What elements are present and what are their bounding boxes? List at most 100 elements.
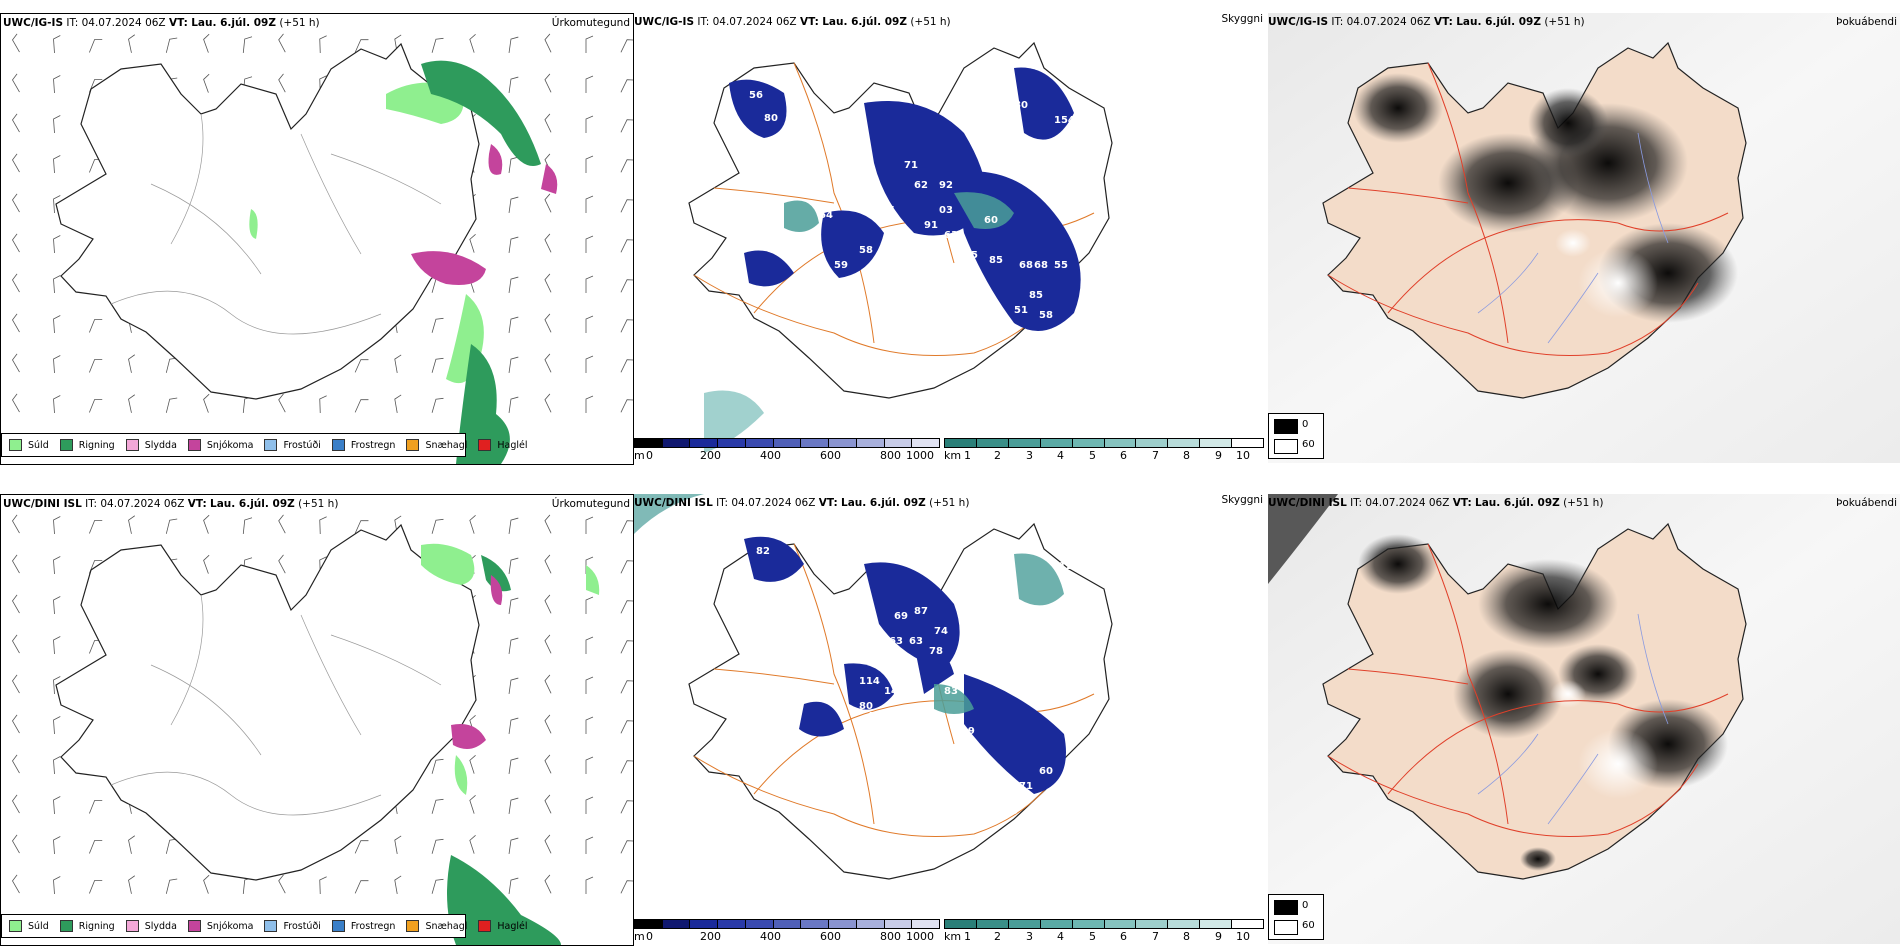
tick: 10 — [1236, 930, 1250, 943]
roads — [1327, 62, 1729, 356]
wind-barb — [53, 155, 61, 174]
fog-key-0: 0 — [1302, 900, 1309, 911]
legend-label: Frostregn — [350, 920, 396, 932]
wind-barb — [508, 196, 519, 213]
wind-barb — [585, 676, 594, 694]
cloud-base-label: 58 — [1039, 310, 1053, 321]
tick: 200 — [700, 449, 721, 462]
cloud-base-label: 91 — [924, 220, 938, 231]
legend-item-frostudi: Frostúði — [264, 920, 321, 932]
wind-barb — [53, 676, 61, 695]
colorbars: m 0 200 400 600 800 1000 km 1 2 3 4 5 6 … — [634, 919, 1266, 944]
tick: 0 — [646, 449, 653, 462]
wind-barb — [12, 193, 20, 213]
tick: 1000 — [906, 930, 934, 943]
wind-barb — [508, 757, 519, 774]
it-value: 04.07.2024 06Z — [731, 497, 816, 509]
wind-barb — [128, 515, 135, 534]
cloud-base-label: 92 — [1079, 110, 1093, 121]
legend-item-hagel: Haglél — [478, 439, 528, 451]
lead-time: (+51 h) — [1563, 497, 1604, 509]
wind-barb — [431, 397, 444, 413]
wind-barb — [620, 880, 633, 894]
wind-barb — [544, 594, 552, 614]
vt-value: Lau. 6.júl. 09Z — [210, 498, 295, 510]
wind-barb — [53, 716, 61, 735]
fog-map-row2 — [1268, 494, 1900, 944]
wind-barb — [53, 275, 61, 294]
wind-barb — [53, 756, 61, 775]
wind-barb — [319, 35, 327, 54]
legend-label: Snæhagl — [425, 920, 468, 932]
wind-barb — [12, 113, 20, 133]
vt-label: VT: — [1452, 497, 1472, 509]
wind-barb — [203, 33, 210, 53]
tick: 8 — [1183, 930, 1190, 943]
wind-barb — [620, 159, 633, 173]
tick: 0 — [646, 930, 653, 943]
wind-barb — [620, 680, 633, 694]
wind-barb — [585, 275, 594, 293]
wind-barb — [12, 594, 20, 614]
wind-barb — [12, 794, 20, 814]
fog-key-60: 60 — [1302, 920, 1315, 931]
tick: 400 — [760, 930, 781, 943]
wind-barb — [319, 876, 327, 895]
colorbars: m 0 200 400 600 800 1000 km 1 2 3 4 5 6 … — [634, 438, 1266, 463]
tick: 1 — [964, 449, 971, 462]
wind-barb — [12, 514, 20, 534]
wind-barb — [89, 519, 103, 534]
legend-item-rigning: Rigning — [59, 920, 115, 932]
wind-barb — [53, 315, 61, 334]
model-name: UWC/DINI ISL — [1268, 497, 1347, 509]
param-label: Skyggni — [1221, 494, 1264, 506]
wind-barb — [278, 554, 286, 574]
wind-barb — [12, 754, 20, 774]
wind-barb — [89, 879, 103, 894]
wind-barb — [544, 233, 552, 253]
fog-key-60: 60 — [1302, 439, 1315, 450]
wind-barb — [53, 395, 61, 414]
wind-barb — [203, 874, 210, 894]
wind-barb — [89, 398, 103, 413]
wind-barb — [128, 875, 135, 894]
precip-areas — [249, 60, 558, 464]
cloud-base-label: 83 — [944, 686, 958, 697]
vt-value: Lau. 6.júl. 09Z — [1475, 497, 1560, 509]
wind-barb — [165, 397, 178, 413]
wind-barb — [620, 640, 633, 654]
tick: 5 — [1089, 449, 1096, 462]
legend-label: Haglél — [497, 439, 528, 451]
wind-barb — [508, 396, 519, 413]
wind-barb — [620, 760, 633, 774]
visibility-colorbar — [944, 438, 1264, 448]
wind-barb — [394, 835, 402, 854]
tick: 10 — [1236, 449, 1250, 462]
fog-key-0: 0 — [1302, 419, 1309, 430]
cloud-base-label: 62 — [914, 180, 928, 191]
legend-item-hagel: Haglél — [478, 920, 528, 932]
wind-barb — [544, 874, 552, 894]
wind-barb — [53, 195, 61, 214]
wind-barb — [508, 597, 519, 614]
cloud-base-label: 60 — [1039, 766, 1053, 777]
wind-barb — [508, 517, 519, 534]
legend-label: Slydda — [144, 920, 177, 932]
wind-barb — [12, 233, 20, 253]
cloud-base-label: 58 — [859, 245, 873, 256]
tick: 400 — [760, 449, 781, 462]
swatch-white — [1274, 920, 1298, 935]
wind-barb — [508, 356, 519, 373]
precip-map-row1 — [12, 33, 633, 464]
wind-barb — [585, 315, 594, 333]
wind-barb — [544, 794, 552, 814]
wind-barb — [508, 557, 519, 574]
wind-barb — [508, 637, 519, 654]
swatch — [59, 439, 73, 451]
wind-barb — [585, 155, 594, 173]
fog-fields — [1358, 534, 1728, 871]
legend-item-rigning: Rigning — [59, 439, 115, 451]
cloud-base-label: 87 — [934, 741, 948, 752]
